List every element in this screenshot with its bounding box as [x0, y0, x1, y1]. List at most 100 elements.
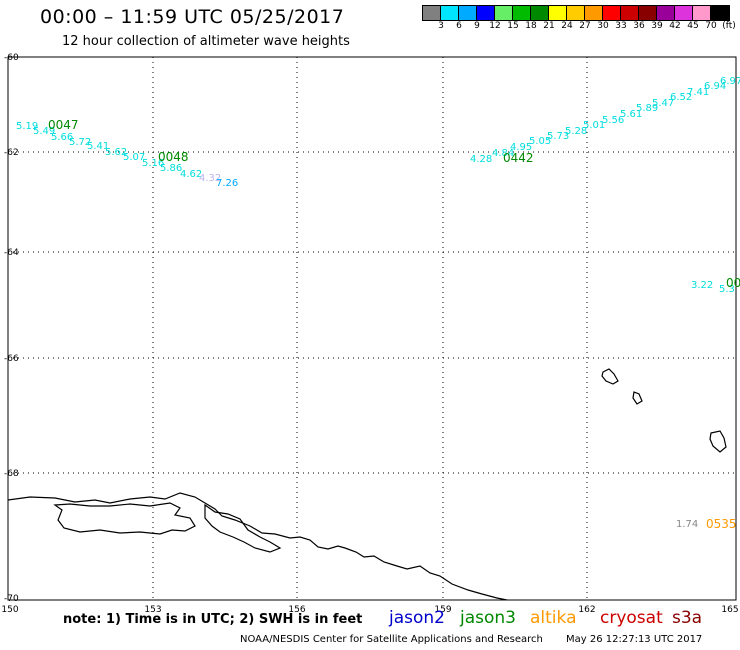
track-time-label: 0442 — [503, 151, 534, 165]
wave-height-legend-labels: 3 6 9 12 15 18 21 24 27 30 33 36 39 42 45 70 (ft) — [422, 21, 740, 35]
legend-swatch — [657, 6, 675, 20]
map-title: 00:00 – 11:59 UTC 05/25/2017 — [40, 6, 345, 28]
generated-timestamp: May 26 12:27:13 UTC 2017 — [566, 634, 703, 645]
lat-label: -68 — [4, 469, 19, 479]
wave-height-label: 5.56 — [602, 115, 624, 126]
legend-swatch — [567, 6, 585, 20]
legend-label: 30 — [597, 21, 609, 31]
legend-label: 12 — [489, 21, 501, 31]
lon-label: 159 — [434, 605, 451, 615]
wave-height-label: 5.16 — [142, 158, 164, 169]
wave-height-label: 5.86 — [160, 163, 182, 174]
legend-label: 36 — [633, 21, 645, 31]
satellite-jason2-label: jason2 — [389, 608, 445, 628]
lat-label: -60 — [4, 53, 19, 63]
wave-height-label: 5.28 — [565, 126, 587, 137]
legend-swatch — [621, 6, 639, 20]
wave-height-label: 5.49 — [33, 126, 55, 137]
legend-label: 24 — [561, 21, 573, 31]
map-subtitle: 12 hour collection of altimeter wave hei… — [62, 34, 350, 49]
track-time-label: 0048 — [158, 150, 189, 164]
legend-label: 27 — [579, 21, 591, 31]
lat-label: -70 — [4, 594, 19, 604]
lon-label: 162 — [578, 605, 595, 615]
lat-label: -66 — [4, 354, 19, 364]
legend-swatch — [423, 6, 441, 20]
legend-swatch — [441, 6, 459, 20]
lat-label: -62 — [4, 148, 19, 158]
legend-label: 42 — [669, 21, 681, 31]
legend-swatch — [531, 6, 549, 20]
satellite-jason3-label: jason3 — [460, 608, 516, 628]
coastline-bay — [204, 503, 282, 553]
wave-height-label: 5.89 — [636, 103, 658, 114]
legend-label: 3 — [438, 21, 444, 31]
legend-swatch — [675, 6, 693, 20]
coastline-inlet — [53, 502, 196, 535]
wave-height-label: 5.19 — [16, 121, 38, 132]
legend-label: 39 — [651, 21, 663, 31]
legend-swatch — [711, 6, 729, 20]
island — [709, 430, 727, 453]
satellite-cryosat-label: cryosat — [600, 608, 663, 628]
legend-swatch — [459, 6, 477, 20]
lon-label: 153 — [144, 605, 161, 615]
wave-height-label: 5.73 — [547, 131, 569, 142]
wave-height-label: 6.97 — [720, 76, 740, 87]
legend-label: 18 — [525, 21, 537, 31]
legend-swatch — [603, 6, 621, 20]
wave-height-label: 6.94 — [704, 81, 726, 92]
legend-label: 70 — [705, 21, 717, 31]
wave-height-legend — [422, 5, 730, 21]
satellite-s3a-label: s3a — [672, 608, 703, 628]
lon-label: 156 — [288, 605, 305, 615]
satellite-altika-label: altika — [530, 608, 577, 628]
wave-height-label: 5.47 — [652, 98, 674, 109]
island — [601, 368, 619, 385]
lon-label: 150 — [1, 605, 18, 615]
legend-swatch — [477, 6, 495, 20]
wave-height-label: 7.26 — [216, 178, 238, 189]
legend-label: (ft) — [722, 21, 736, 31]
lat-label: -64 — [4, 248, 19, 258]
units-note: note: 1) Time is in UTC; 2) SWH is in fe… — [63, 612, 363, 627]
wave-height-label: 1.74 — [676, 519, 698, 530]
wave-height-label: 5.05 — [529, 136, 551, 147]
legend-label: 6 — [456, 21, 462, 31]
wave-height-label: 4.62 — [180, 169, 202, 180]
wave-height-label: 5.61 — [620, 109, 642, 120]
legend-label: 9 — [474, 21, 480, 31]
longitude-gridlines — [152, 57, 588, 600]
track-time-label: 0047 — [48, 118, 79, 132]
wave-height-label: 5.66 — [51, 132, 73, 143]
legend-swatch — [513, 6, 531, 20]
legend-swatch — [549, 6, 567, 20]
wave-height-label: 4.28 — [470, 154, 492, 165]
legend-label: 33 — [615, 21, 627, 31]
track-time-label: 00 — [726, 276, 740, 290]
wave-height-label: 5.07 — [123, 152, 145, 163]
legend-swatch — [693, 6, 711, 20]
credit-text: NOAA/NESDIS Center for Satellite Applica… — [240, 634, 543, 645]
wave-height-label: 5.72 — [69, 137, 91, 148]
latitude-gridlines — [8, 151, 736, 474]
island — [632, 391, 643, 405]
map-frame — [7, 56, 737, 601]
lon-label: 165 — [721, 605, 738, 615]
wave-height-label: 4.95 — [510, 142, 532, 153]
wave-height-label: 3.22 — [691, 280, 713, 291]
track-time-label: 0535 — [706, 517, 737, 531]
legend-swatch — [495, 6, 513, 20]
legend-label: 15 — [507, 21, 519, 31]
wave-height-label: 5.01 — [583, 120, 605, 131]
wave-height-label: 5.62 — [105, 147, 127, 158]
antarctic-coastline — [7, 492, 508, 601]
legend-swatch — [585, 6, 603, 20]
wave-height-label: 4.32 — [199, 173, 221, 184]
wave-height-label: 5.41 — [87, 141, 109, 152]
legend-label: 45 — [687, 21, 699, 31]
wave-height-label: 7.41 — [687, 87, 709, 98]
wave-height-label: 5.3 — [719, 284, 735, 295]
legend-label: 21 — [543, 21, 555, 31]
